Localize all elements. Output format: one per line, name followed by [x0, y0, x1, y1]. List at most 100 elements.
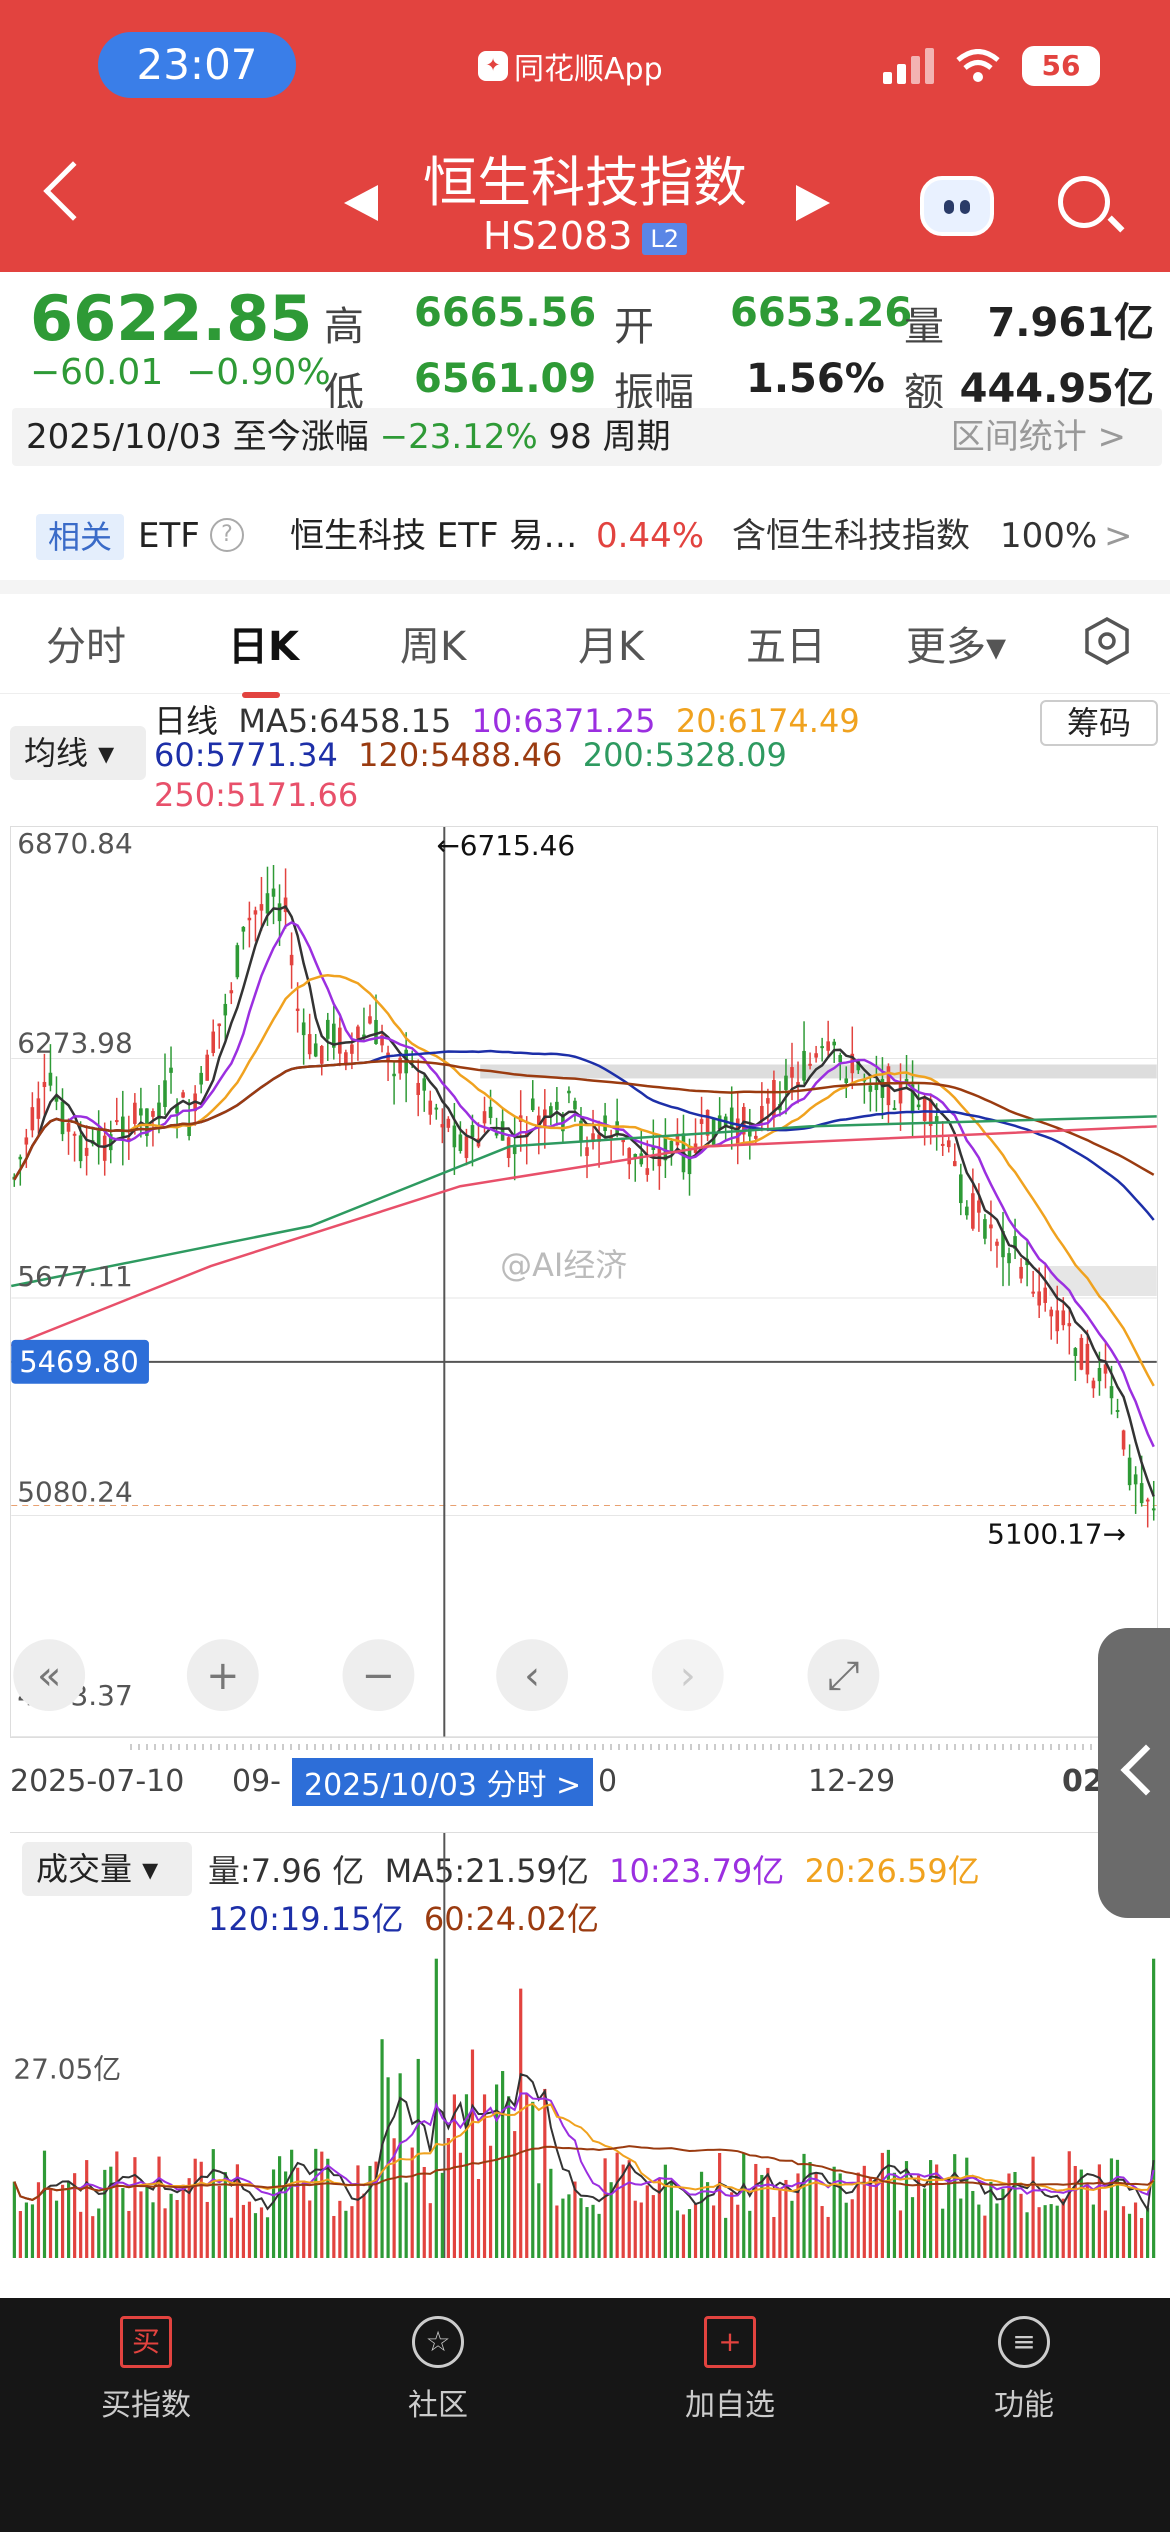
volume-bar [314, 2148, 318, 2258]
candle-body [579, 1120, 583, 1141]
volume-bar [1067, 2151, 1071, 2258]
scroll-left-button[interactable] [13, 1639, 86, 1712]
candle-body [211, 1031, 216, 1054]
side-drawer-handle[interactable] [1098, 1628, 1170, 1918]
tab-more[interactable]: 更多▾ [906, 624, 1007, 670]
candle-body [253, 910, 258, 915]
chip-distribution-button[interactable]: 筹码 [1040, 700, 1158, 746]
tab-weekly[interactable]: 周K [400, 624, 467, 670]
ma-selector[interactable]: 均线 ▾ [10, 726, 146, 780]
volume-bar [398, 2073, 402, 2258]
volume-bar [748, 2210, 752, 2258]
section-separator [0, 580, 1170, 594]
volume-bar [874, 2180, 878, 2258]
volume-bar [1133, 2202, 1138, 2258]
etf-pct: 0.44% [596, 516, 705, 556]
candle-body [235, 945, 240, 978]
volume-bar [687, 2209, 692, 2258]
candle-body [760, 1105, 764, 1122]
candle-body [814, 1053, 818, 1058]
assistant-robot-icon[interactable] [920, 176, 994, 236]
candle-body [1055, 1310, 1060, 1332]
range-stat-link[interactable]: 区间统计 > [950, 417, 1126, 457]
candle-body [874, 1082, 879, 1091]
candle-body [199, 1072, 203, 1085]
volume-bar [308, 2200, 312, 2258]
zoom-in-button[interactable] [186, 1639, 259, 1712]
kline-chart[interactable]: @AI经济 6870.84 6273.98 5677.11 5080.24 44… [10, 826, 1158, 1738]
chart-tabs: 分时 日K 周K 月K 五日 更多▾ [0, 594, 1170, 698]
candle-body [440, 1124, 445, 1128]
zoom-out-button[interactable] [342, 1639, 415, 1712]
volume-bar [175, 2199, 179, 2258]
volume-chart[interactable]: 27.05亿 [10, 1832, 1158, 2258]
candle-body [892, 1108, 897, 1111]
nav-buy-index[interactable]: 买 买指数 [46, 2316, 246, 2424]
volume-bar [820, 2206, 824, 2258]
volume-bar [971, 2190, 975, 2258]
candle-body [790, 1067, 794, 1078]
volume-bar [1055, 2205, 1059, 2258]
search-icon[interactable] [1058, 176, 1110, 228]
nav-community[interactable]: ☆ 社区 [338, 2316, 538, 2424]
fullscreen-button[interactable] [807, 1639, 880, 1712]
candle-body [705, 1109, 710, 1136]
volume-bar [1091, 2204, 1095, 2258]
stock-code: HS2083 L2 [0, 214, 1170, 258]
volume-bar [615, 2152, 619, 2258]
volume-bar [898, 2210, 903, 2258]
range-stats-row[interactable]: 2025/10/03 至今涨幅 −23.12% 98 周期 区间统计 > [12, 408, 1162, 466]
crosshair-date-button[interactable]: 2025/10/03 分时 > [292, 1758, 594, 1806]
candle-body [380, 1035, 384, 1046]
scroll-left-icon: « [37, 1653, 61, 1699]
tab-minute[interactable]: 分时 [46, 624, 126, 670]
prev-stock-icon[interactable] [344, 185, 378, 221]
volume-bar [947, 2177, 951, 2258]
next-button[interactable] [651, 1639, 724, 1712]
ma20-value: 20:6174.49 [675, 702, 860, 740]
candle-body [157, 1102, 161, 1120]
volume-bar [121, 2188, 125, 2258]
nav-functions[interactable]: ≡ 功能 [924, 2316, 1124, 2424]
volume-bar [265, 2217, 270, 2258]
related-etf-row[interactable]: 相关 ETF ? 恒生科技 ETF 易… 0.44% 含恒生科技指数 100% … [0, 500, 1170, 572]
volume-bar [1139, 2218, 1144, 2258]
volume-ma-lines [13, 2073, 1155, 2213]
tab-five-day[interactable]: 五日 [746, 624, 826, 670]
volume-bar [633, 2200, 637, 2258]
next-stock-icon[interactable] [796, 185, 830, 221]
candle-body [820, 1046, 824, 1049]
prev-button[interactable] [496, 1639, 569, 1712]
price-zone-band [480, 1064, 1157, 1079]
volume-bar [579, 2198, 583, 2258]
volume-bar [181, 2184, 185, 2258]
candle-body [1085, 1343, 1090, 1375]
candle-body [772, 1080, 776, 1118]
wifi-icon [956, 49, 1000, 82]
candle-body [42, 1081, 47, 1088]
volume-bar [1103, 2210, 1108, 2258]
nav-add-watchlist[interactable]: + 加自选 [630, 2316, 830, 2424]
volume-bar [1019, 2193, 1023, 2258]
current-price-label: 5469.80 [19, 1345, 139, 1379]
candle-body [356, 1026, 360, 1039]
volume-indicator-selector[interactable]: 成交量 ▾ [22, 1842, 192, 1896]
tab-daily[interactable]: 日K [228, 614, 299, 698]
candle-body [651, 1146, 656, 1150]
volume-y-label: 27.05亿 [13, 2052, 121, 2085]
candle-body [289, 954, 294, 966]
volume-bar [880, 2152, 884, 2258]
etf-contain: 含恒生科技指数 [732, 516, 970, 556]
volume-bar [1097, 2164, 1101, 2258]
volume-bar [525, 2093, 529, 2258]
settings-hex-icon[interactable] [1082, 616, 1132, 666]
candle-body [283, 897, 288, 913]
x-label: 0 [598, 1764, 618, 1799]
help-icon[interactable]: ? [210, 518, 244, 552]
volume-bar [36, 2182, 41, 2258]
y-label: 6870.84 [17, 827, 132, 860]
volume-bar [501, 2071, 505, 2258]
range-period: 98 周期 [548, 417, 671, 457]
candle-body [1079, 1337, 1084, 1370]
tab-monthly[interactable]: 月K [578, 624, 645, 670]
